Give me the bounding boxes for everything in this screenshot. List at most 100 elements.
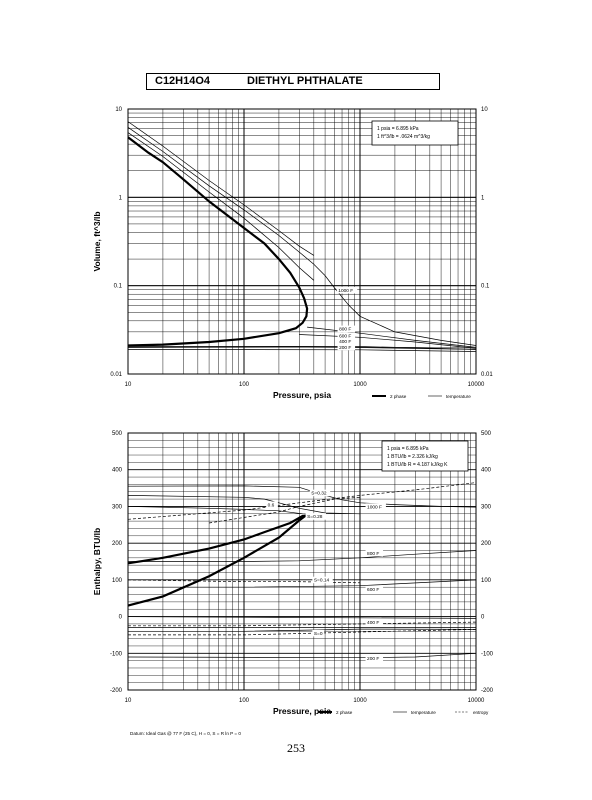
chart1-x-axis-title: Pressure, psia (273, 390, 331, 400)
chart1-series-1-thin (127, 132, 315, 281)
compound-formula: C12H14O4 (155, 75, 211, 87)
chart1-y-tick-label: 10 (115, 107, 122, 113)
chart1-annotation: 600 F (339, 333, 351, 339)
chart1-legend-label: temperature (446, 394, 471, 399)
chart2-conversion-box (381, 440, 469, 472)
chart1-legend-label: 2 phase (390, 394, 407, 399)
chart2-y-tick-label-right: 300 (481, 504, 492, 510)
chart2-conversion-note: 1 BTU/lb = 2.326 kJ/kg (387, 454, 438, 460)
chart2-annotation: 200 F (367, 656, 379, 662)
chart2-y-tick-label: -200 (110, 688, 123, 694)
chart2-annotation: S=0.28 (307, 514, 323, 520)
chart2-conversion-note: 1 BTU/lb R = 4.187 kJ/kg K (387, 462, 448, 468)
chart2-series-7-thin (127, 506, 303, 515)
chart1-series-5-thin (299, 334, 477, 349)
chart2-annotation: 800 F (367, 551, 379, 557)
chart2-y-tick-label-right: -100 (481, 651, 494, 657)
chart2-annotation-bg (312, 576, 333, 584)
chart1-annotation: 400 F (339, 339, 351, 345)
chart1-conversion-note: 1 ft^3/lb = .0624 m^3/kg (377, 134, 430, 140)
title-box: C12H14O4 DIETHYL PHTHALATE (146, 73, 440, 90)
chart2-annotation-bg (365, 585, 384, 593)
chart1-annotation-bg (337, 332, 356, 339)
chart1-x-tick-label: 10 (125, 382, 132, 388)
chart2-x-axis-title: Pressure, psia (273, 706, 331, 716)
chart2-y-axis-title: Enthalpy, BTU/lb (92, 528, 102, 595)
chart2-annotation: S=0.14 (314, 578, 330, 584)
chart1-series-4-thin (307, 326, 477, 348)
chart2-annotation-bg (365, 549, 384, 557)
chart2-annotation-bg (312, 629, 325, 637)
chart1-y-tick-label: 0.01 (110, 372, 122, 378)
chart1-y-tick-label-right: 0.01 (481, 372, 493, 378)
chart2-annotation: 400 F (367, 620, 379, 626)
chart2-series-3-thin (128, 579, 477, 588)
chart1-y-tick-label-right: 0.1 (481, 284, 490, 290)
chart2-series-2-thin (128, 550, 477, 562)
chart2-y-tick-label: 0 (119, 615, 123, 621)
chart1-y-tick-label-right: 10 (481, 107, 488, 113)
chart1-conversion-note: 1 psia = 6.895 kPa (377, 126, 419, 132)
chart2-y-tick-label: 300 (112, 504, 123, 510)
chart1-annotation-bg (337, 325, 356, 333)
chart2-x-tick-label: 10000 (468, 698, 485, 704)
chart2-annotation: 1000 F (367, 504, 382, 510)
chart1-y-tick-label: 1 (119, 195, 123, 201)
chart2-y-tick-label: 200 (112, 541, 123, 547)
chart2-series-1-thin (127, 485, 477, 508)
chart2-x-tick-label: 1000 (353, 698, 367, 704)
chart2-annotation-bg (365, 503, 386, 510)
chart2-y-tick-label-right: -200 (481, 688, 494, 694)
chart1-conversion-box (371, 120, 459, 146)
chart2-annotation-bg (365, 618, 384, 626)
chart2-y-tick-label-right: 0 (481, 615, 485, 621)
chart2-y-tick-label-right: 200 (481, 541, 492, 547)
chart2-series-14-dashed (209, 496, 361, 524)
chart1-x-tick-label: 100 (239, 382, 250, 388)
chart2-y-tick-label-right: 100 (481, 578, 492, 584)
chart2-y-tick-label: 100 (112, 578, 123, 584)
chart2-series-0-thick (127, 513, 310, 607)
chart1-annotation-bg (337, 337, 356, 345)
chart2-series-10-dashed (127, 482, 477, 520)
chart2-annotation-bg (309, 489, 331, 497)
chart2-annotation-bg (305, 513, 327, 520)
chart2-y-tick-label-right: 400 (481, 468, 492, 474)
chart2-series-12-dashed (128, 621, 477, 627)
chart2-annotation: 600 F (367, 587, 379, 593)
chart2-annotation: S=0.32 (311, 491, 327, 497)
chart2-y-tick-label: -100 (110, 651, 123, 657)
chart2-series-4-thin (128, 628, 477, 632)
chart1-y-axis-title: Volume, ft^3/lb (92, 211, 102, 271)
chart2-annotation-bg (266, 501, 278, 508)
chart1-annotation: 1000 F (338, 288, 353, 294)
chart2-series-11-dashed (128, 629, 477, 636)
chart2-annotation-bg (365, 654, 384, 662)
chart2-x-tick-label: 100 (239, 698, 250, 704)
chart2-annotation: S=0 (314, 631, 323, 637)
chart1-y-tick-label: 0.1 (114, 284, 123, 290)
chart2-conversion-note: 1 psia = 6.895 kPa (387, 446, 429, 452)
chart1-x-tick-label: 10000 (468, 382, 485, 388)
chart2-series-5-thin (127, 652, 477, 659)
chart2-series-6-thin (127, 495, 361, 515)
chart2-x-tick-label: 10 (125, 698, 132, 704)
chart2-series-8-thin (127, 616, 477, 619)
chart2-legend-label: entropy (473, 710, 489, 715)
chart1-series-3-thin (127, 121, 314, 256)
chart2-annotation: 0.6 (268, 502, 275, 508)
chart2-legend-label: temperature (411, 710, 436, 715)
chart2-datum-note: Datum: Ideal Gas @ 77 F (25 C), H = 0, S… (130, 731, 241, 736)
chart1-series-2-thin (127, 127, 477, 346)
chart1-annotation: 800 F (339, 327, 351, 333)
page-number: 253 (287, 741, 305, 755)
chart2-y-tick-label: 500 (112, 431, 123, 437)
chart1-annotation-bg (337, 343, 356, 351)
chart1-series-7-thin (127, 349, 477, 352)
chart2-y-tick-label-right: 500 (481, 431, 492, 437)
chart1-y-tick-label-right: 1 (481, 195, 485, 201)
chart1-series-8-thin (127, 346, 477, 350)
chart1-x-tick-label: 1000 (353, 382, 367, 388)
chart1-annotation: 200 F (339, 345, 351, 351)
